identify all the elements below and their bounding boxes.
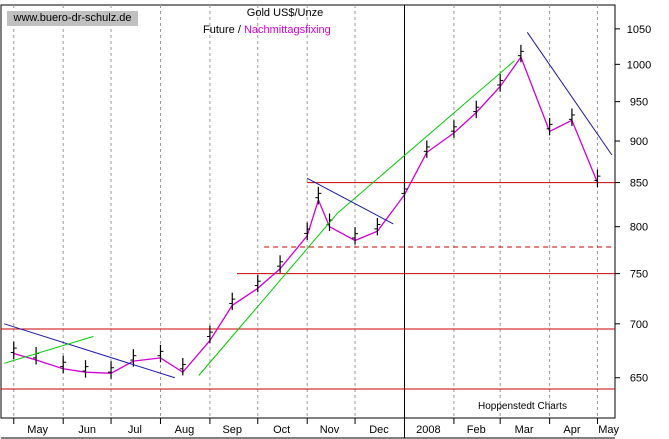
y-tick-label: 800 bbox=[630, 222, 648, 234]
x-tick-label: Nov bbox=[320, 424, 340, 436]
trendline bbox=[337, 60, 515, 214]
legend-series-fixing: Nachmittagsfixing bbox=[243, 24, 331, 36]
y-tick-label: 700 bbox=[630, 319, 648, 331]
chart-title: Gold US$/Unze bbox=[246, 7, 324, 19]
chart-source: Hoppenstedt Charts bbox=[478, 401, 567, 412]
trendline bbox=[306, 177, 394, 225]
x-tick-label: Apr bbox=[563, 424, 580, 436]
x-tick-label: Oct bbox=[273, 424, 290, 436]
x-tick-label: Aug bbox=[175, 424, 195, 436]
y-tick-label: 1050 bbox=[627, 24, 651, 36]
plot-frame bbox=[0, 4, 616, 419]
x-tick-label: Feb bbox=[467, 424, 486, 436]
x-tick-label: Jul bbox=[128, 424, 142, 436]
y-tick-label: 850 bbox=[630, 178, 648, 190]
x-tick-label: Mar bbox=[515, 424, 534, 436]
x-tick-label: May bbox=[598, 424, 619, 436]
x-tick-label: 2008 bbox=[416, 424, 440, 436]
y-tick-label: 650 bbox=[630, 373, 648, 385]
series-line-nachmittagsfixing bbox=[13, 55, 599, 374]
y-tick-label: 750 bbox=[630, 269, 648, 281]
trendline bbox=[4, 323, 175, 379]
legend: Future / Nachmittagsfixing bbox=[203, 24, 331, 36]
x-tick-label: Jun bbox=[78, 424, 96, 436]
trendline bbox=[526, 32, 613, 156]
x-tick-label: May bbox=[27, 424, 48, 436]
x-tick-label: Dec bbox=[369, 424, 389, 436]
trendline bbox=[198, 212, 338, 376]
watermark: www.buero-dr-schulz.de bbox=[7, 11, 138, 26]
trendline bbox=[4, 335, 94, 364]
y-tick-label: 900 bbox=[630, 136, 648, 148]
legend-prefix: Future / bbox=[203, 24, 241, 36]
y-tick-label: 1000 bbox=[627, 59, 651, 71]
x-tick-label: Sep bbox=[222, 424, 242, 436]
y-tick-label: 950 bbox=[630, 97, 648, 109]
